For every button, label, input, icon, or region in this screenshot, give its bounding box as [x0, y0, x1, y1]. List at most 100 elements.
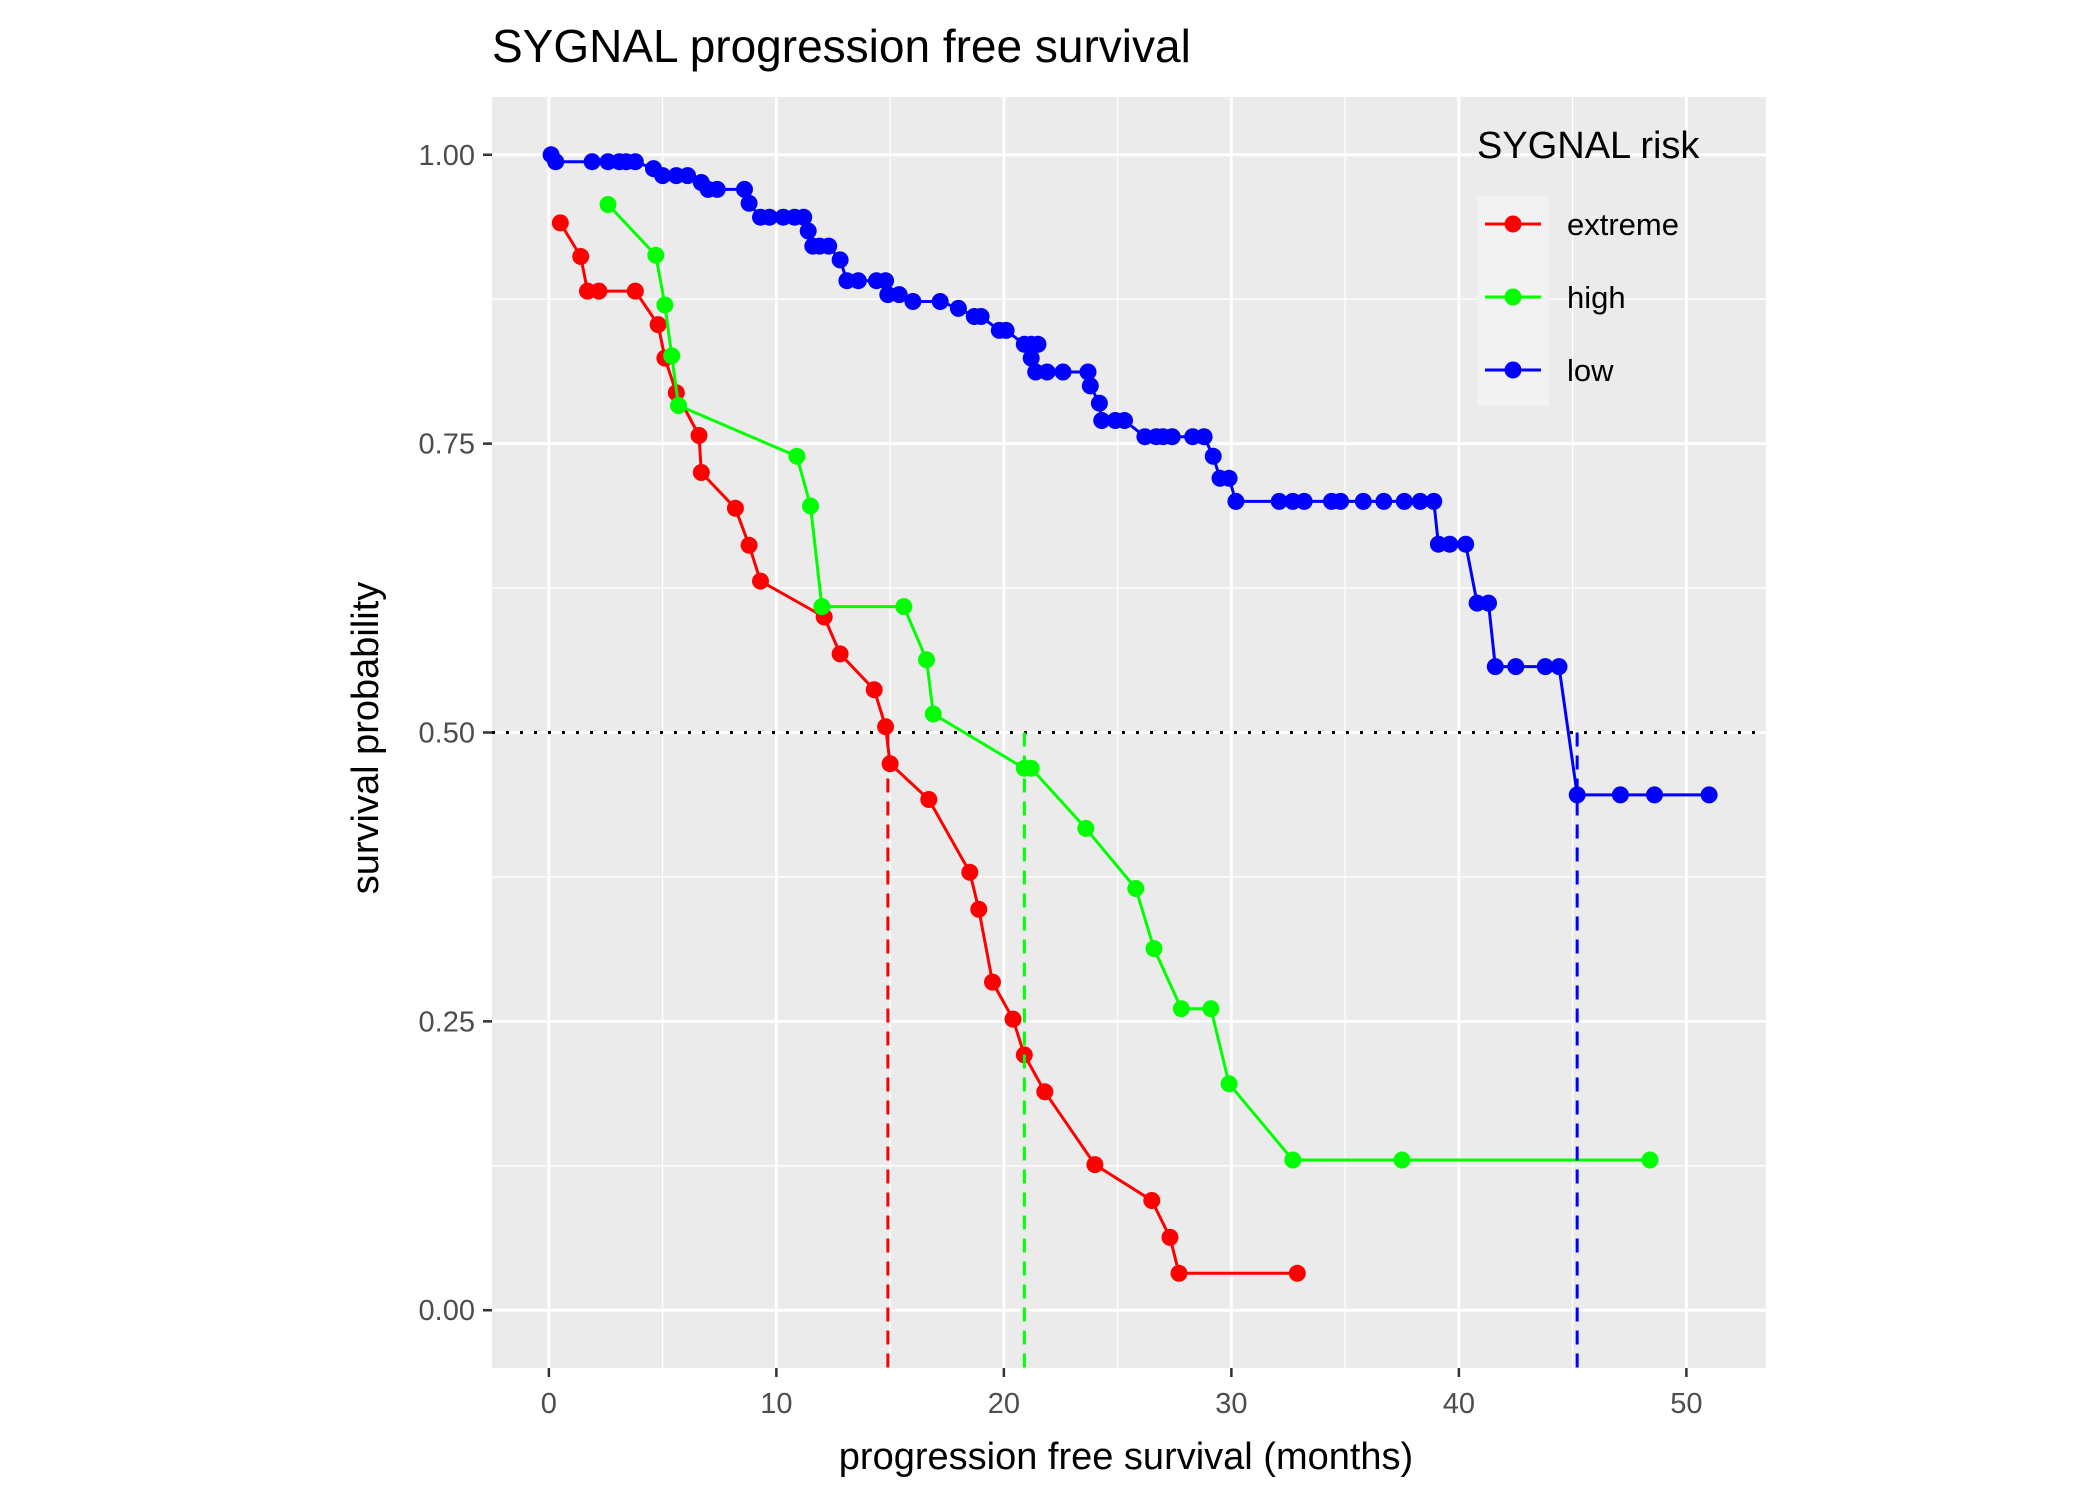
legend-label-extreme: extreme [1567, 207, 1679, 242]
data-point-low [1441, 535, 1459, 553]
data-point-low [849, 272, 867, 290]
data-point-low [1480, 594, 1497, 612]
data-point-high [1172, 1000, 1190, 1018]
data-point-low [1227, 492, 1245, 510]
data-point-high [1641, 1151, 1659, 1169]
data-point-high [670, 397, 687, 414]
data-point-extreme [1143, 1192, 1161, 1209]
data-point-low [877, 272, 895, 290]
data-point-low [1536, 658, 1554, 676]
data-point-low [799, 222, 817, 240]
axes: 0 10 20 30 40 50 0.00 0.25 0.50 0.75 1.00 [419, 140, 1703, 1420]
data-point-extreme [1036, 1083, 1054, 1101]
data-point-high [1220, 1075, 1238, 1093]
data-point-low [708, 180, 726, 198]
y-tick-label: 0.75 [419, 429, 475, 461]
legend: SYGNAL risk extreme high low [1477, 125, 1700, 406]
data-point-low [583, 153, 601, 171]
y-tick-label: 1.00 [419, 140, 475, 172]
data-point-low [1507, 658, 1525, 676]
series-line-high [606, 203, 1650, 1162]
x-tick-label: 40 [1443, 1388, 1475, 1420]
data-point-high [1393, 1151, 1411, 1169]
data-point-extreme [572, 248, 590, 265]
data-point-extreme [877, 718, 895, 736]
data-point-low [1116, 412, 1133, 429]
data-point-low [736, 180, 753, 198]
data-point-low [795, 208, 813, 226]
data-point-low [1486, 658, 1504, 676]
data-point-low [1204, 447, 1222, 465]
series-high [599, 196, 1659, 1368]
data-point-low [1395, 492, 1413, 510]
data-point-low [831, 251, 849, 269]
chart-title: SYGNAL progression free survival [492, 20, 1191, 72]
data-point-low [1270, 492, 1288, 510]
data-point-low [1054, 363, 1072, 381]
data-point-low [890, 286, 908, 304]
data-point-high [813, 598, 831, 616]
data-point-low [1411, 492, 1429, 510]
data-point-high [1022, 759, 1040, 777]
data-point-extreme [590, 282, 608, 300]
legend-key-point-low [1504, 361, 1522, 379]
data-point-high [1127, 880, 1145, 897]
data-point-low [1646, 786, 1663, 804]
data-point-low [1611, 786, 1629, 804]
data-point-extreme [1288, 1264, 1306, 1282]
x-axis-title: progression free survival (months) [839, 1436, 1413, 1478]
data-point-low [1022, 349, 1040, 367]
data-point-low [1038, 363, 1056, 381]
data-point-low [1220, 469, 1238, 487]
data-point-low [626, 153, 644, 171]
legend-key-point-high [1504, 288, 1522, 306]
x-tick-label: 10 [760, 1388, 792, 1420]
data-point-high [663, 347, 681, 365]
data-point-low [761, 208, 778, 226]
legend-label-high: high [1567, 280, 1626, 315]
data-point-extreme [881, 755, 899, 773]
data-point-extreme [920, 791, 938, 808]
data-point-extreme [649, 316, 667, 334]
x-tick-label: 50 [1670, 1388, 1702, 1420]
y-tick-label: 0.50 [419, 718, 475, 750]
series-low [542, 146, 1718, 1368]
data-point-extreme [752, 572, 769, 590]
data-point-extreme [1086, 1156, 1104, 1174]
data-point-low [740, 194, 758, 212]
data-point-high [599, 196, 617, 213]
data-point-low [1295, 492, 1313, 510]
data-point-low [1700, 786, 1718, 804]
x-tick-label: 30 [1215, 1388, 1247, 1420]
data-point-extreme [690, 427, 708, 444]
data-point-extreme [984, 973, 1001, 991]
data-point-extreme [1004, 1010, 1022, 1028]
data-point-extreme [692, 464, 710, 481]
data-point-low [1090, 394, 1108, 412]
y-axis-title: survival probability [345, 582, 387, 895]
data-point-extreme [865, 681, 883, 699]
data-point-low [654, 167, 672, 185]
data-point-high [802, 497, 819, 515]
data-point-extreme [1161, 1228, 1179, 1246]
x-tick-label: 0 [541, 1388, 557, 1420]
legend-label-low: low [1567, 353, 1614, 388]
data-point-extreme [961, 863, 979, 881]
y-tick-label: 0.25 [419, 1006, 475, 1038]
data-point-high [647, 246, 665, 264]
data-point-low [1029, 335, 1047, 353]
data-point-low [1195, 428, 1213, 446]
data-point-low [679, 167, 697, 185]
data-point-extreme [831, 645, 849, 663]
data-point-low [931, 293, 949, 310]
data-point-high [1202, 1000, 1220, 1018]
data-point-high [1145, 940, 1163, 958]
data-point-low [820, 237, 838, 255]
data-point-low [972, 308, 990, 325]
data-point-high [918, 651, 935, 669]
data-point-low [1093, 412, 1111, 429]
data-point-extreme [740, 536, 758, 554]
data-point-low [904, 293, 922, 310]
data-point-low [1550, 658, 1568, 676]
data-point-low [1425, 492, 1443, 510]
